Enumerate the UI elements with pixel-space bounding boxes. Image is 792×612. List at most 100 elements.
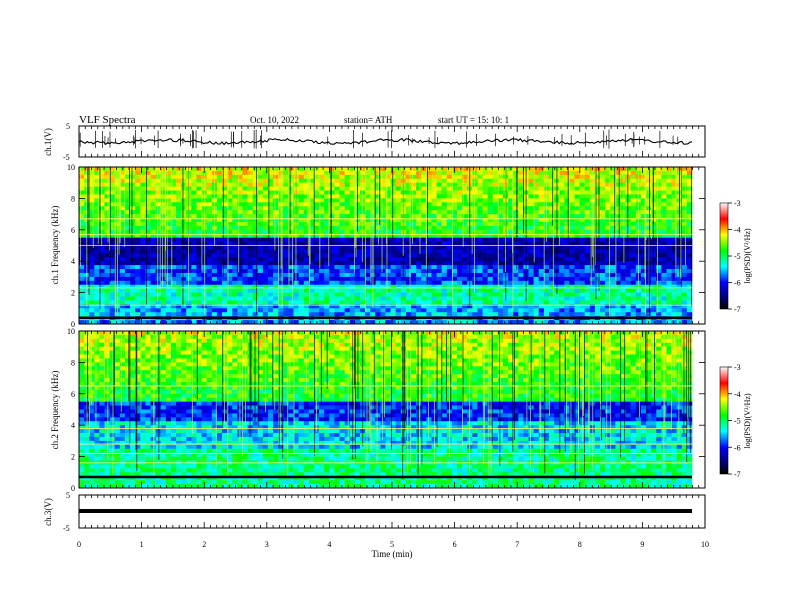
spectrogram-cell <box>436 272 442 278</box>
spectrogram-cell <box>390 284 397 289</box>
spectrogram-cell <box>681 308 688 313</box>
spectrogram-cell <box>247 296 253 301</box>
spectrogram-cell <box>365 214 371 219</box>
spectrogram-cell <box>426 257 432 262</box>
spectrogram-cell <box>380 225 386 231</box>
spectrogram-cell <box>457 218 463 223</box>
spectrogram-cell <box>564 194 570 199</box>
spectrogram-cell <box>497 167 504 172</box>
spectrogram-cell <box>600 198 606 203</box>
spectrogram-cell <box>140 261 146 266</box>
spectrogram-cell <box>405 167 412 172</box>
spectrogram-cell <box>686 167 693 172</box>
spectrogram-cell <box>109 167 116 172</box>
spectrogram-cell <box>416 312 422 317</box>
spectrogram-cell <box>135 241 141 246</box>
spectrogram-cell <box>625 249 631 254</box>
spectrogram-cell <box>268 237 274 242</box>
spectrogram-cell <box>170 218 177 223</box>
spectrogram-cell <box>94 284 100 289</box>
spectrogram-cell <box>451 261 458 266</box>
spectrogram-cell <box>605 241 611 246</box>
spectrogram-cell <box>79 241 85 246</box>
spectrogram-cell <box>666 269 672 274</box>
spectrogram-cell <box>671 182 677 187</box>
spectrogram-cell <box>130 265 136 270</box>
spectrogram-cell <box>405 186 412 191</box>
spectrogram-cell <box>569 237 575 242</box>
spectrogram-cell <box>380 190 386 195</box>
spectrogram-cell <box>533 229 540 235</box>
spectrogram-cell <box>298 284 305 289</box>
spectrogram-cell <box>303 229 310 235</box>
spectrogram-cell <box>135 167 141 172</box>
spectrogram-cell <box>518 245 524 250</box>
spectrogram-cell <box>584 257 591 262</box>
spectrogram-cell <box>222 245 228 250</box>
spectrogram-cell <box>579 241 586 246</box>
spectrogram-cell <box>324 190 330 195</box>
spectrogram-cell <box>206 233 213 238</box>
spectrogram-cell <box>681 190 688 195</box>
spectrogram-cell <box>257 178 264 183</box>
spectrogram-cell <box>584 233 591 238</box>
spectrogram-cell <box>508 296 514 301</box>
spectrogram-cell <box>513 257 519 262</box>
spectrogram-cell <box>303 233 310 238</box>
spectrogram-cell <box>666 296 672 301</box>
spectrogram-cell <box>513 304 519 309</box>
spectrogram-cell <box>324 174 330 180</box>
spectrogram-cell <box>365 237 371 242</box>
spectrogram-cell <box>508 276 514 282</box>
spectrogram-cell <box>339 186 345 191</box>
spectrogram-cell <box>492 261 499 266</box>
spectrogram-cell <box>385 233 391 238</box>
spectrogram-cell <box>431 296 437 301</box>
spectrogram-cell <box>262 210 269 215</box>
spectrogram-cell <box>191 229 197 235</box>
spectrogram-cell <box>451 265 458 270</box>
spectrogram-cell <box>681 170 688 176</box>
spectrogram-cell <box>543 265 550 270</box>
spectrogram-cell <box>589 261 596 266</box>
spectrogram-cell <box>262 186 269 191</box>
spectrogram-cell <box>646 174 652 180</box>
spectrogram-cell <box>375 190 381 195</box>
spectrogram-cell <box>216 198 223 203</box>
spectrogram-cell <box>451 214 458 219</box>
spectrogram-cell <box>584 214 591 219</box>
spectrogram-cell <box>79 249 85 254</box>
spectrogram-cell <box>237 312 243 317</box>
spectrogram-cell <box>160 269 167 274</box>
spectrogram-cell <box>559 304 565 309</box>
spectrogram-cell <box>538 218 545 223</box>
spectrogram-cell <box>661 288 667 293</box>
spectrogram-cell <box>196 249 202 254</box>
spectrogram-cell <box>671 261 677 266</box>
spectrogram-cell <box>268 253 274 258</box>
spectrogram-cell <box>646 194 652 199</box>
spectrogram-cell <box>262 214 269 219</box>
spectrogram-cell <box>206 308 213 313</box>
spectrogram-cell <box>94 167 100 172</box>
spectrogram-cell <box>216 182 223 187</box>
spectrogram-cell <box>620 225 626 231</box>
spectrogram-cell <box>206 229 213 235</box>
spectrogram-cell <box>411 296 417 301</box>
spectrogram-cell <box>600 249 606 254</box>
spectrogram-cell <box>160 174 167 180</box>
spectrogram-cell <box>308 186 315 191</box>
spectrogram-cell <box>451 253 458 258</box>
spectrogram-cell <box>640 253 647 258</box>
spectrogram-cell <box>349 174 356 180</box>
spectrogram-cell <box>104 292 110 297</box>
spectrogram-cell <box>130 320 136 325</box>
spectrogram-cell <box>528 257 534 262</box>
spectrogram-cell <box>380 276 386 282</box>
spectrogram-cell <box>308 265 315 270</box>
spectrogram-cell <box>262 237 269 242</box>
spectrogram-cell <box>324 276 330 282</box>
spectrogram-cell <box>615 288 621 293</box>
spectrogram-cell <box>421 280 427 286</box>
spectrogram-cell <box>431 320 437 325</box>
